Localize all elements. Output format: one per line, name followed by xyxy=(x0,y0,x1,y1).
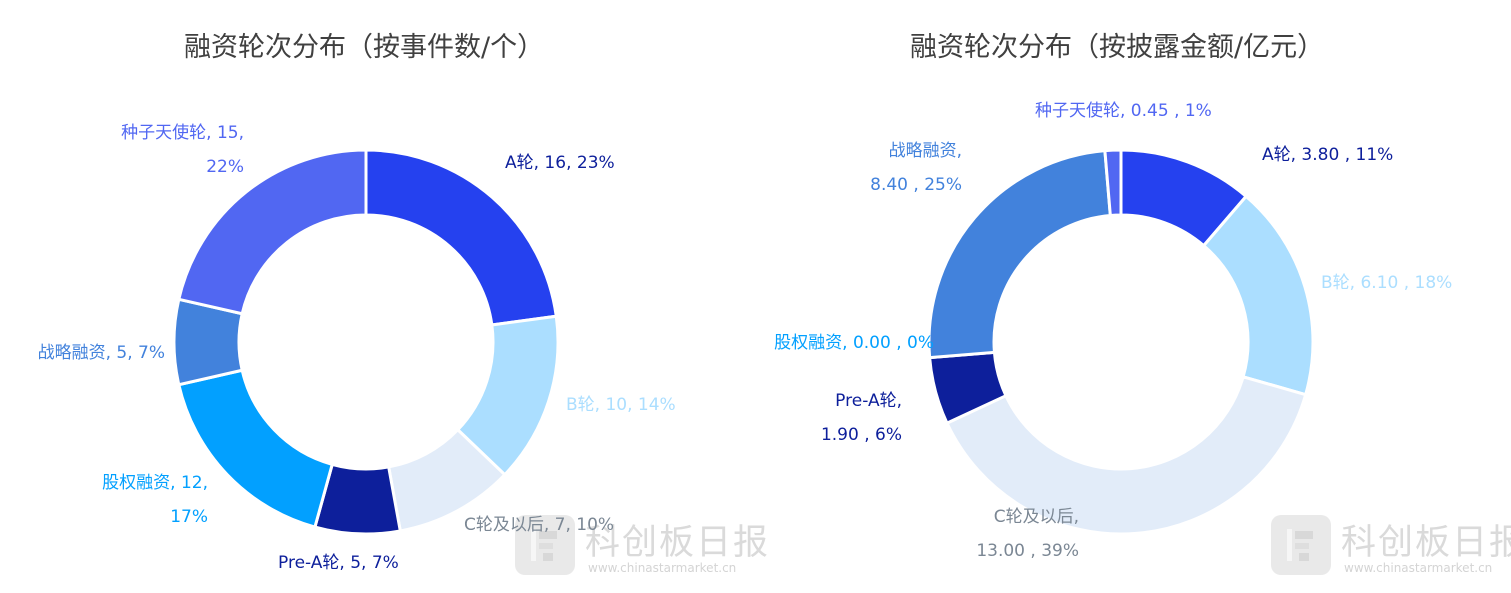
data-label-seed-angel: 种子天使轮, 0.45 , 1% xyxy=(1035,101,1212,121)
watermark-brand: 科创板日报 xyxy=(585,523,771,563)
chart-title-count: 融资轮次分布（按事件数/个） xyxy=(184,32,545,63)
donut-slice-strategic xyxy=(927,149,1112,360)
watermark-brand: 科创板日报 xyxy=(1341,523,1511,563)
watermark-url: www.chinastarmarket.cn xyxy=(588,561,737,575)
watermark-logo-icon xyxy=(1271,515,1331,575)
donut-slice-c-and-later xyxy=(945,374,1308,536)
donut-slice-b xyxy=(1201,194,1315,397)
data-label-strategic: 战略融资, 8.40 , 25% xyxy=(870,141,962,195)
data-label-pre-a: Pre-A轮, 5, 7% xyxy=(278,553,399,573)
donut-slice-seed-angel xyxy=(177,148,368,316)
data-label-c-and-later: C轮及以后, 7, 10% xyxy=(464,515,615,535)
data-label-a: A轮, 3.80 , 11% xyxy=(1262,145,1394,165)
donut-slice-seed-angel xyxy=(1103,148,1123,218)
data-label-b: B轮, 10, 14% xyxy=(566,395,676,415)
data-label-pre-a: Pre-A轮, 1.90 , 6% xyxy=(820,391,902,445)
chart-title-amount: 融资轮次分布（按披露金额/亿元） xyxy=(910,32,1325,63)
data-label-strategic: 战略融资, 5, 7% xyxy=(37,343,165,363)
watermark-url: www.chinastarmarket.cn xyxy=(1344,561,1493,575)
data-label-c-and-later: C轮及以后, 13.00 , 39% xyxy=(976,507,1079,561)
watermark-logo-icon xyxy=(515,515,575,575)
data-label-b: B轮, 6.10 , 18% xyxy=(1321,273,1453,293)
data-label-equity: 股权融资, 12, 17% xyxy=(102,473,208,527)
data-label-seed-angel: 种子天使轮, 15, 22% xyxy=(121,123,244,177)
data-label-a: A轮, 16, 23% xyxy=(505,153,615,173)
data-label-equity: 股权融资, 0.00 , 0% xyxy=(774,333,934,353)
